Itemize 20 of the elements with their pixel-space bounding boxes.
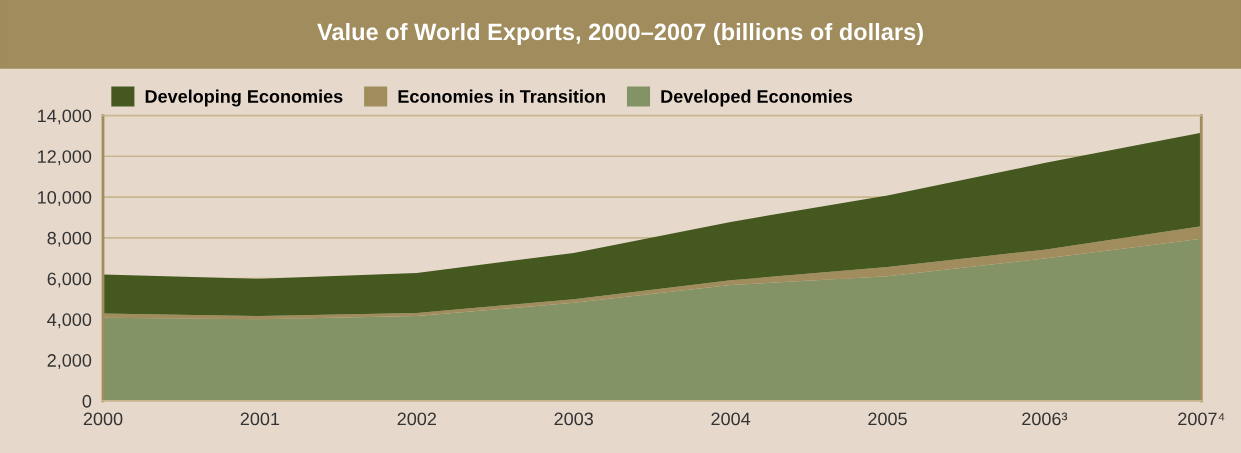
y-tick-label: 6,000 (47, 272, 92, 288)
legend-label: Developing Economies (145, 89, 343, 107)
x-tick-label: 2007⁴ (1178, 412, 1225, 426)
y-tick-label: 12,000 (38, 150, 92, 166)
x-tick-label: 2005 (868, 412, 907, 426)
x-tick-label: 2000 (83, 412, 123, 426)
y-tick-label: 8,000 (47, 231, 92, 247)
x-tick-label: 2004 (711, 412, 751, 426)
chart-title: Value of World Exports, 2000–2007 (billions of dollars) (317, 22, 923, 45)
y-tick-label: 2,000 (47, 354, 92, 369)
x-tick-label: 2002 (397, 412, 436, 426)
legend-label: Developed Economies (661, 89, 853, 107)
y-tick-label: 10,000 (38, 190, 92, 206)
y-tick-label: 4,000 (47, 313, 92, 329)
x-tick-label: 2001 (240, 412, 280, 426)
x-tick-label: 2006³ (1022, 412, 1068, 426)
legend-label: Economies in Transition (398, 89, 605, 103)
x-tick-label: 2003 (554, 412, 593, 426)
y-tick-label: 0 (82, 394, 92, 408)
y-tick-label: 14,000 (38, 109, 92, 125)
